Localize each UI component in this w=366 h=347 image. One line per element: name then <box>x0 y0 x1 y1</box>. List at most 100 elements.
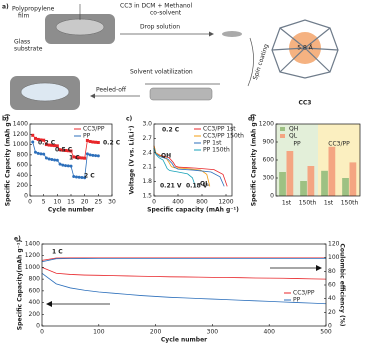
annotation: 2 C <box>84 173 95 180</box>
bar <box>307 166 315 196</box>
spin-text: Spin coating <box>252 43 270 81</box>
y-tick-label: 1.5 <box>142 193 152 200</box>
panel-label: a) <box>2 4 9 11</box>
line <box>41 267 327 280</box>
bar <box>279 172 286 196</box>
x-tick-label: 5 <box>42 199 46 206</box>
legend-swatch <box>280 127 285 131</box>
panel-label: d) <box>248 116 255 123</box>
annotation: 0.21 V <box>160 183 182 190</box>
substrate-text: Glass <box>14 39 30 46</box>
x-tick-label: 30 <box>108 199 116 206</box>
film-text: film <box>18 13 29 20</box>
bar <box>328 146 336 196</box>
x-tick-label: 25 <box>95 199 103 206</box>
plot-frame <box>153 123 233 197</box>
y-tick-label: 400 <box>29 299 41 306</box>
annotation: QH <box>161 153 171 160</box>
bar <box>321 170 328 196</box>
x-tick-label: 150th <box>341 200 359 207</box>
legend-label: PP 1st <box>203 140 222 147</box>
legend-label: CC3/PP 150th <box>203 133 244 140</box>
x-tick-label: 1st <box>282 200 292 207</box>
y-tick-label: 2.4 <box>142 149 152 156</box>
drop-text: Drop solution <box>140 24 180 31</box>
legend-label: CC3/PP <box>83 126 105 133</box>
x-tick-label: 1st <box>324 200 334 207</box>
pore-text: 5.8 Å <box>297 45 313 52</box>
arrow <box>247 37 254 87</box>
cc3-molecule <box>271 19 339 79</box>
panel-label: c) <box>126 116 133 123</box>
legend-label: QH <box>289 126 298 133</box>
y-tick-label: 2.1 <box>142 164 152 171</box>
y-tick-label: 1000 <box>25 264 40 271</box>
y-tick-label: 0 <box>36 323 40 330</box>
x-tick-label: 100 <box>93 329 105 336</box>
y-tick-label: 1.8 <box>142 178 152 185</box>
y-tick-label: 1200 <box>13 131 28 138</box>
peeled-device <box>10 76 80 110</box>
annotation: 0.2 C <box>38 140 56 147</box>
line <box>41 257 326 263</box>
panel-label: e) <box>14 236 21 243</box>
x-tick-label: 0 <box>40 329 44 336</box>
panel-label: b) <box>2 116 9 123</box>
x-tick-label: 15 <box>67 199 75 206</box>
y-tick-label: 800 <box>17 151 29 158</box>
peel-text: Peeled-off <box>96 87 127 94</box>
line <box>41 272 327 305</box>
solution-text: co-solvent <box>150 10 182 17</box>
legend-swatch <box>280 134 285 138</box>
y2-tick-label: 80 <box>328 268 336 275</box>
y-tick-label: 0 <box>24 193 28 200</box>
line <box>41 257 326 261</box>
annotation: 0.2 C <box>162 127 180 134</box>
legend-label: PP <box>293 297 301 304</box>
y-tick-label: 1400 <box>25 241 40 248</box>
arrow-head <box>46 301 52 307</box>
legend-label: CC3/PP <box>293 290 315 297</box>
x-tick-label: 800 <box>196 199 208 206</box>
y-tick-label: 300 <box>263 175 275 182</box>
x-tick-label: 400 <box>263 329 275 336</box>
annotation: 0.5 C <box>55 147 73 154</box>
film-shape <box>20 82 70 102</box>
y-axis-label: Voltage (V vs. Li/Li⁺) <box>129 125 136 194</box>
x-axis-label: Cycle number <box>48 207 94 214</box>
y2-tick-label: 0 <box>328 323 332 330</box>
y-tick-label: 600 <box>29 287 41 294</box>
y2-tick-label: 20 <box>328 309 336 316</box>
y-tick-label: 800 <box>29 276 41 283</box>
legend-label: PP <box>83 133 91 140</box>
legend-label: PP 150th <box>203 147 230 154</box>
y-tick-label: 1200 <box>25 252 40 259</box>
y-tick-label: 1200 <box>259 121 274 128</box>
x-tick-label: 0 <box>28 199 32 206</box>
arrow-head <box>316 265 322 271</box>
x-axis-label: Specific capacity (mAh g⁻¹) <box>147 207 239 214</box>
y-tick-label: 600 <box>263 157 275 164</box>
volatilization-text: Solvent volatilization <box>130 69 193 76</box>
x-tick-label: 20 <box>81 199 89 206</box>
group-label: CC3/PP <box>328 141 350 148</box>
film-shape <box>55 18 105 36</box>
line <box>32 135 99 159</box>
y2-tick-label: 100 <box>328 254 340 261</box>
y-tick-label: 400 <box>17 172 29 179</box>
legend-label: QL <box>289 133 298 140</box>
spin-device <box>222 31 242 37</box>
plot-frame <box>41 243 327 327</box>
y-axis-label: Specific Capacity(mAh g⁻¹) <box>17 240 24 331</box>
legend-label: CC3/PP 1st <box>203 126 236 133</box>
volatilization-device <box>149 87 213 101</box>
line <box>32 141 99 179</box>
solution-text: CC3 in DCM + Methanol <box>120 3 192 10</box>
arrow-head <box>209 31 214 37</box>
bar <box>349 162 357 196</box>
y-tick-label: 600 <box>17 162 29 169</box>
annotation: 1 C <box>69 155 80 162</box>
x-tick-label: 10 <box>54 199 62 206</box>
